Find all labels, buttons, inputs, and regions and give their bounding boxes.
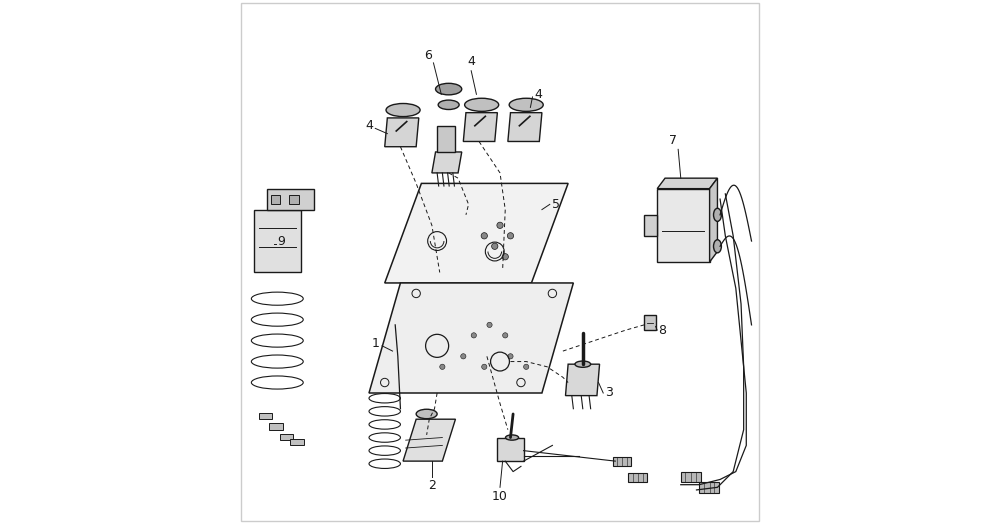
Bar <box>289 195 299 204</box>
Polygon shape <box>385 183 568 283</box>
Ellipse shape <box>509 98 543 111</box>
Circle shape <box>524 364 529 369</box>
Text: 8: 8 <box>658 324 666 336</box>
Ellipse shape <box>416 409 437 419</box>
Polygon shape <box>254 210 301 272</box>
Circle shape <box>461 354 466 359</box>
Circle shape <box>508 354 513 359</box>
Polygon shape <box>710 178 717 262</box>
Text: 5: 5 <box>552 198 560 211</box>
Text: 2: 2 <box>428 479 436 493</box>
Polygon shape <box>369 283 573 393</box>
Polygon shape <box>508 113 542 141</box>
Text: 7: 7 <box>669 134 677 147</box>
FancyBboxPatch shape <box>644 315 656 330</box>
Circle shape <box>482 364 487 369</box>
Polygon shape <box>657 178 717 189</box>
Circle shape <box>440 364 445 369</box>
Circle shape <box>502 254 508 260</box>
Circle shape <box>487 322 492 328</box>
Polygon shape <box>267 189 314 210</box>
Bar <box>271 195 280 204</box>
Ellipse shape <box>386 103 420 117</box>
Ellipse shape <box>465 98 499 111</box>
Polygon shape <box>463 113 497 141</box>
FancyBboxPatch shape <box>699 482 719 493</box>
Text: 6: 6 <box>424 49 432 61</box>
FancyBboxPatch shape <box>497 438 524 461</box>
Circle shape <box>471 333 476 338</box>
Text: 9: 9 <box>277 235 285 247</box>
Polygon shape <box>432 152 462 173</box>
Ellipse shape <box>436 83 462 95</box>
Ellipse shape <box>438 100 459 110</box>
Text: 4: 4 <box>534 88 542 101</box>
Text: 1: 1 <box>372 337 379 350</box>
Text: 4: 4 <box>365 119 373 132</box>
FancyBboxPatch shape <box>437 126 455 152</box>
Text: 3: 3 <box>605 387 613 399</box>
Circle shape <box>507 233 514 239</box>
Circle shape <box>503 333 508 338</box>
Text: 4: 4 <box>467 55 475 68</box>
Ellipse shape <box>714 239 721 253</box>
FancyBboxPatch shape <box>290 439 304 445</box>
FancyBboxPatch shape <box>628 473 647 482</box>
Polygon shape <box>566 364 600 396</box>
Circle shape <box>492 243 498 249</box>
FancyBboxPatch shape <box>681 472 701 482</box>
Polygon shape <box>385 118 419 147</box>
Polygon shape <box>403 419 455 461</box>
Ellipse shape <box>575 361 591 367</box>
Circle shape <box>481 233 487 239</box>
FancyBboxPatch shape <box>280 434 293 440</box>
FancyBboxPatch shape <box>269 423 283 430</box>
Text: 10: 10 <box>492 490 508 503</box>
FancyBboxPatch shape <box>644 215 657 236</box>
Polygon shape <box>657 189 710 262</box>
Ellipse shape <box>506 435 519 440</box>
FancyBboxPatch shape <box>259 413 272 419</box>
Ellipse shape <box>714 209 721 222</box>
Circle shape <box>497 222 503 228</box>
FancyBboxPatch shape <box>613 457 631 466</box>
